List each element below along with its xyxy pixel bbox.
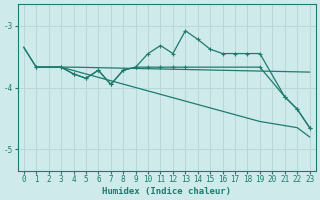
- X-axis label: Humidex (Indice chaleur): Humidex (Indice chaleur): [102, 187, 231, 196]
